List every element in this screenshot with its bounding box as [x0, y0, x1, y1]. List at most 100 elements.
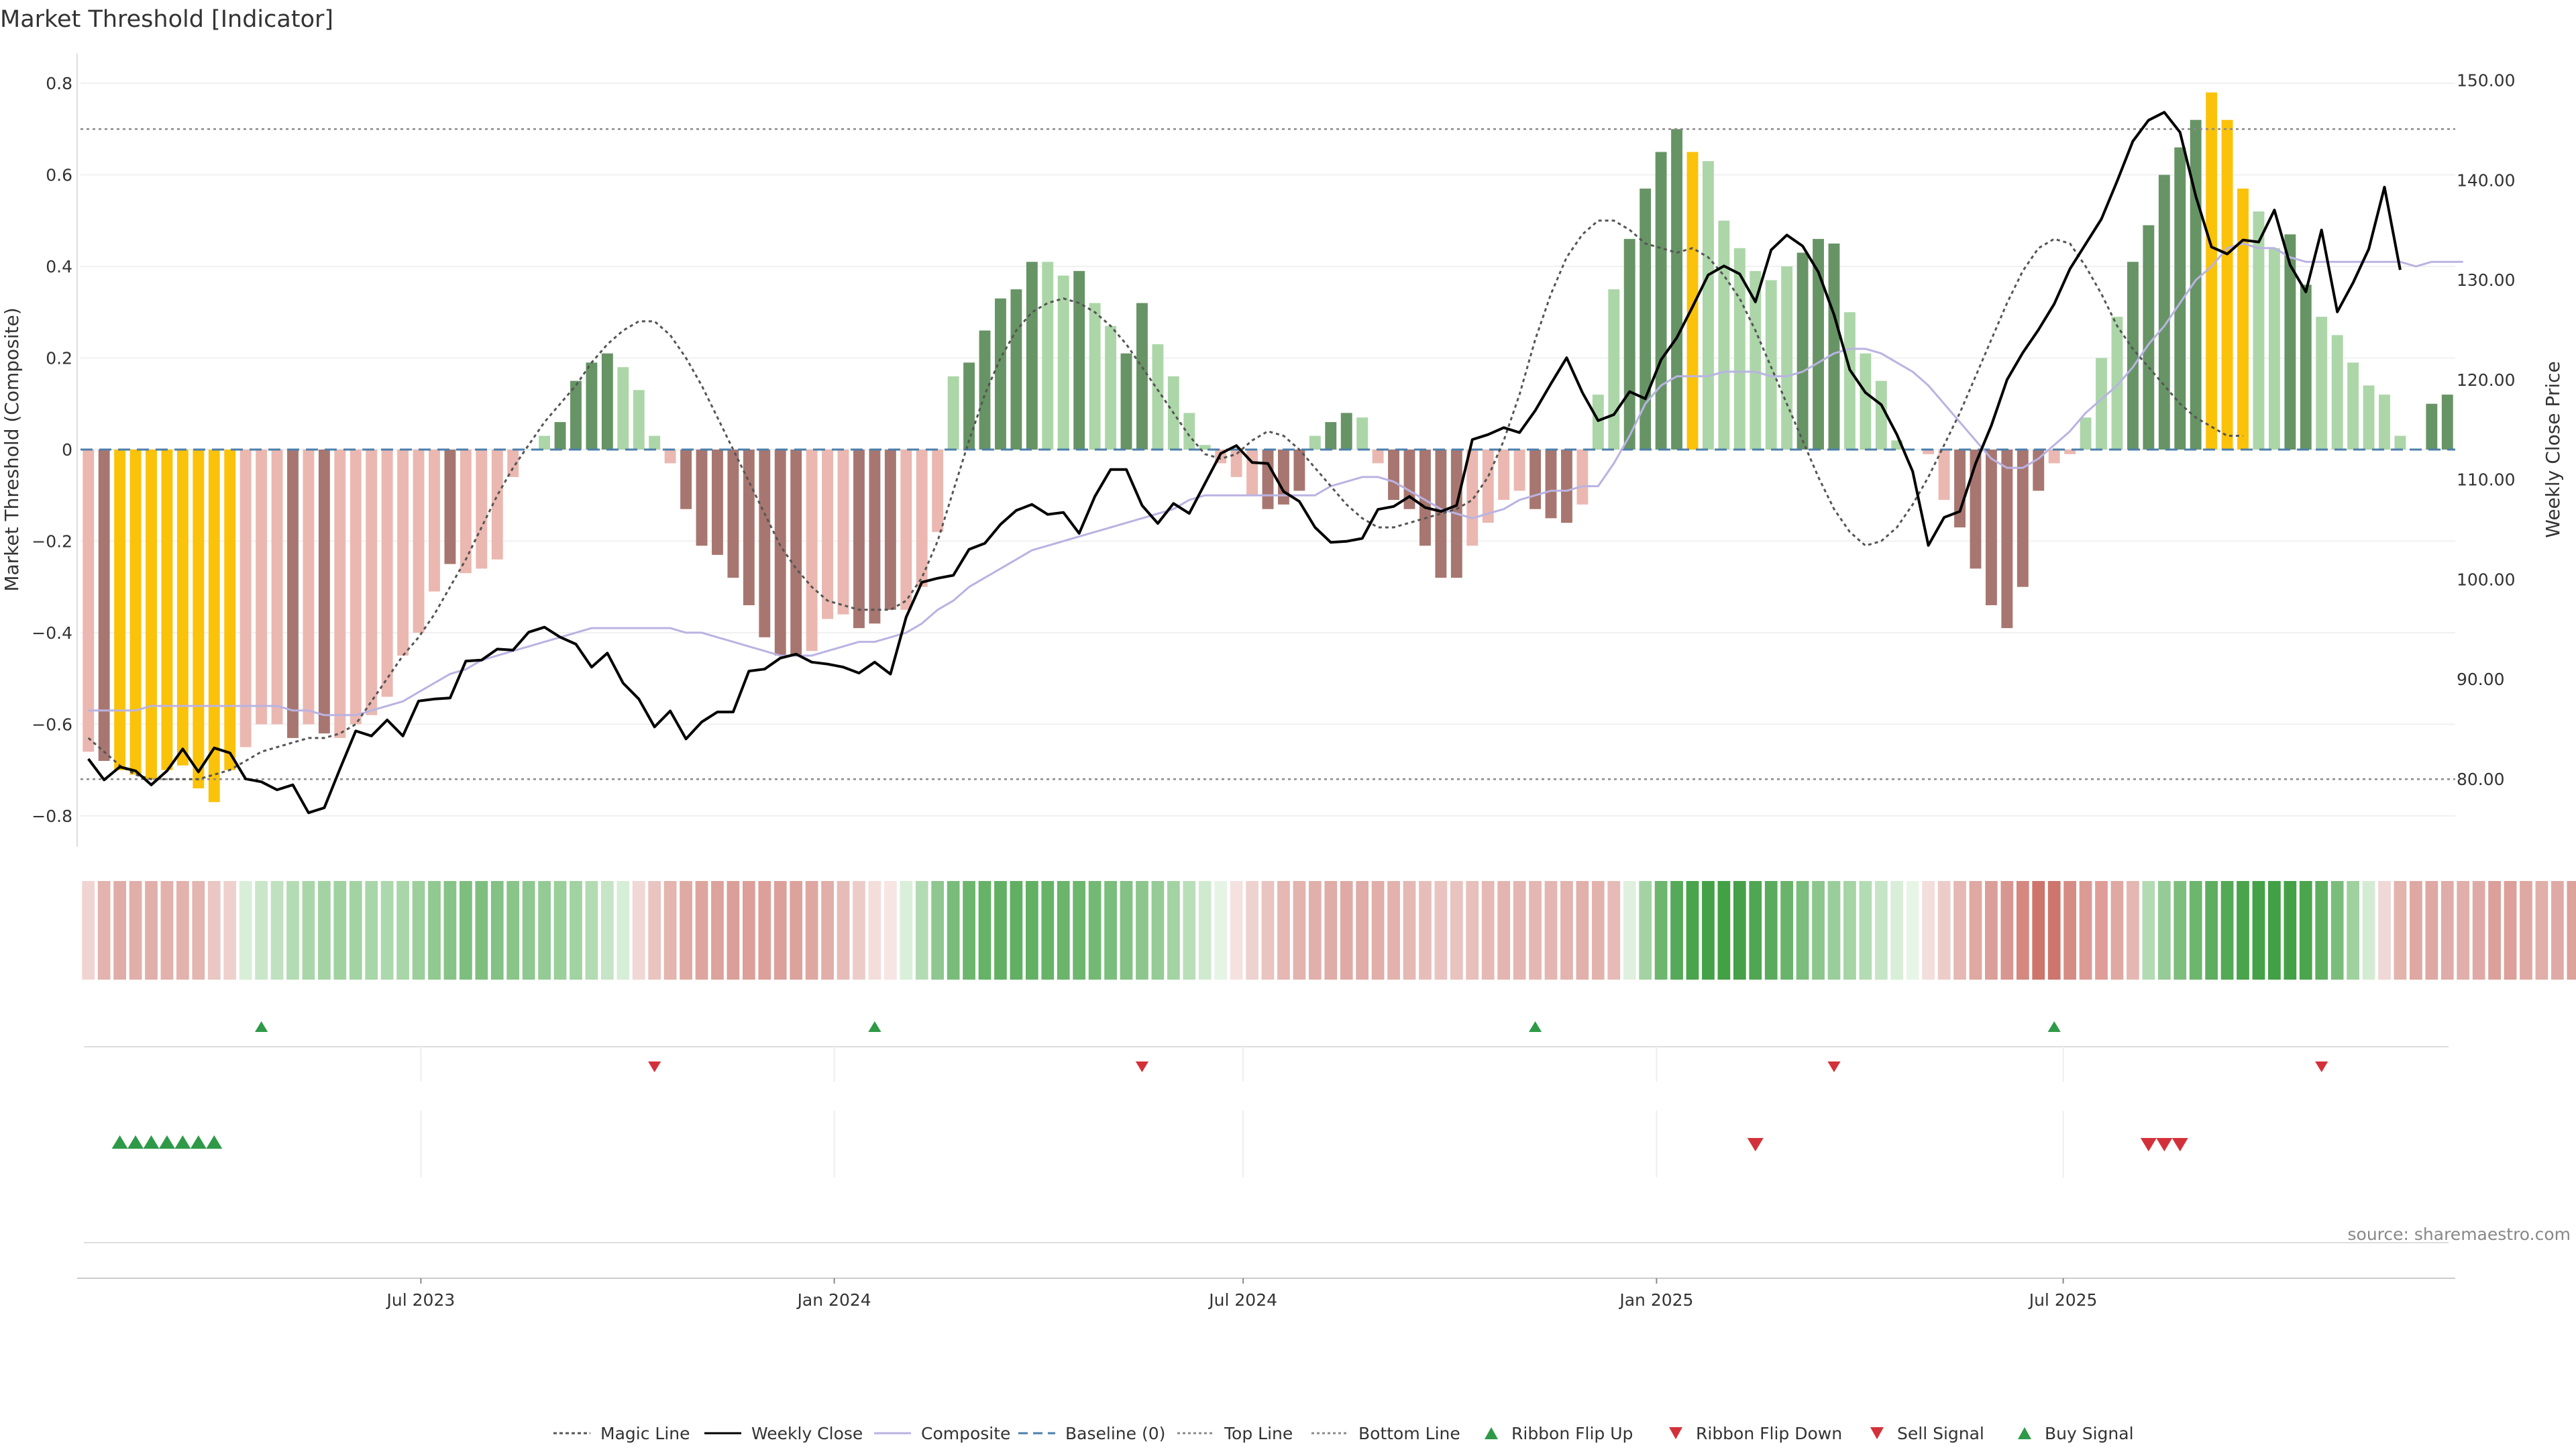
ribbon-cell — [192, 881, 205, 980]
ribbon-cell — [428, 881, 441, 980]
y-tick-label: −0.6 — [32, 715, 72, 734]
ribbon-cell — [1387, 881, 1400, 980]
ribbon-cell — [663, 881, 677, 980]
ribbon-cell — [1104, 881, 1117, 980]
ribbon-cell — [1733, 881, 1746, 980]
ribbon-cell — [1607, 881, 1621, 980]
threshold-bar — [2111, 317, 2123, 450]
ribbon-cell — [176, 881, 189, 980]
ribbon-cell — [1230, 881, 1243, 980]
ribbon-cell — [1356, 881, 1369, 980]
ribbon-cell — [1419, 881, 1432, 980]
ribbon-cell — [113, 881, 126, 980]
ribbon-cell — [412, 881, 425, 980]
y2-tick-label: 130.00 — [2457, 270, 2515, 290]
threshold-bar — [114, 450, 126, 770]
threshold-bar — [1057, 275, 1069, 450]
buy-signal-marker — [206, 1135, 223, 1149]
ribbon-flip-down-marker — [2315, 1061, 2328, 1072]
ribbon-cell — [1623, 881, 1636, 980]
ribbon-cell — [868, 881, 881, 980]
ribbon-cell — [333, 881, 347, 980]
threshold-bar — [1513, 450, 1525, 491]
ribbon-layer — [82, 881, 2576, 980]
x-tick-label: Jan 2025 — [1618, 1290, 1693, 1310]
threshold-bar — [1860, 353, 1872, 450]
threshold-bar — [129, 450, 142, 775]
ribbon-cell — [1513, 881, 1526, 980]
ribbon-cell — [1057, 881, 1070, 980]
ribbon-cell — [1843, 881, 1856, 980]
x-tick-label: Jul 2024 — [1208, 1290, 1277, 1310]
threshold-bar — [1702, 161, 1714, 450]
threshold-bar — [633, 390, 645, 450]
ribbon-cell — [443, 881, 457, 980]
ribbon-cell — [2284, 881, 2297, 980]
ribbon-cell — [1969, 881, 1982, 980]
threshold-bar — [1230, 450, 1242, 477]
ribbon-cell — [2362, 881, 2375, 980]
ribbon-cell — [2472, 881, 2485, 980]
ribbon-cell — [160, 881, 174, 980]
ribbon-cell — [616, 881, 630, 980]
ribbon-flip-down-marker — [1135, 1061, 1149, 1072]
ribbon-cell — [711, 881, 724, 980]
threshold-bar — [1576, 450, 1589, 505]
threshold-bar — [617, 367, 629, 450]
ribbon-cell — [1890, 881, 1904, 980]
ribbon-cell — [145, 881, 158, 980]
threshold-bar — [2017, 450, 2029, 587]
ribbon-flip-down-marker — [1827, 1061, 1841, 1072]
threshold-bar — [2379, 395, 2390, 450]
ribbon-cell — [1481, 881, 1495, 980]
legend-label: Weekly Close — [751, 1424, 863, 1443]
ribbon-cell — [255, 881, 268, 980]
ribbon-cell — [475, 881, 488, 980]
threshold-bar — [2331, 335, 2343, 450]
ribbon-cell — [1906, 881, 1919, 980]
threshold-bar — [350, 450, 362, 725]
ribbon-cell — [680, 881, 692, 980]
ribbon-cell — [931, 881, 945, 980]
threshold-bar — [601, 353, 613, 450]
threshold-bar — [2284, 234, 2296, 450]
threshold-bar — [1828, 243, 1840, 450]
ribbon-cell — [538, 881, 551, 980]
y2-tick-label: 140.00 — [2457, 170, 2515, 190]
threshold-bar — [491, 450, 503, 560]
threshold-bar — [2080, 417, 2092, 450]
threshold-bar — [1750, 270, 1762, 450]
ribbon-cell — [600, 881, 614, 980]
threshold-bar — [2158, 174, 2170, 450]
threshold-bar — [146, 450, 157, 780]
ribbon-cell — [947, 881, 960, 980]
ribbon-cell — [1859, 881, 1872, 980]
ribbon-cell — [2047, 881, 2061, 980]
threshold-bar — [696, 450, 708, 546]
threshold-bar — [2300, 284, 2312, 450]
x-tick-label: Jul 2025 — [2028, 1290, 2098, 1310]
ribbon-flip-up-marker — [2047, 1021, 2061, 1032]
magic-line — [87, 219, 2243, 780]
ribbon-cell — [1654, 881, 1668, 980]
threshold-bar — [397, 450, 409, 656]
ribbon-cell — [915, 881, 928, 980]
threshold-bar — [2441, 395, 2453, 450]
ribbon-cell — [1827, 881, 1841, 980]
threshold-bar — [680, 450, 692, 509]
threshold-bar — [2064, 450, 2076, 454]
source-note: source: sharemaestro.com — [2348, 1225, 2571, 1244]
ribbon-cell — [1214, 881, 1228, 980]
ribbon-cell — [1403, 881, 1416, 980]
ribbon-cell — [129, 881, 142, 980]
threshold-bar — [193, 450, 205, 788]
ribbon-cell — [1198, 881, 1212, 980]
ribbon-cell — [207, 881, 221, 980]
threshold-bar — [963, 362, 975, 450]
ribbon-cell — [2016, 881, 2029, 980]
ribbon-cell — [1010, 881, 1023, 980]
legend-label: Ribbon Flip Down — [1696, 1424, 1842, 1443]
ribbon-cell — [365, 881, 378, 980]
legend-swatch — [1870, 1427, 1884, 1439]
threshold-bar — [586, 362, 598, 450]
